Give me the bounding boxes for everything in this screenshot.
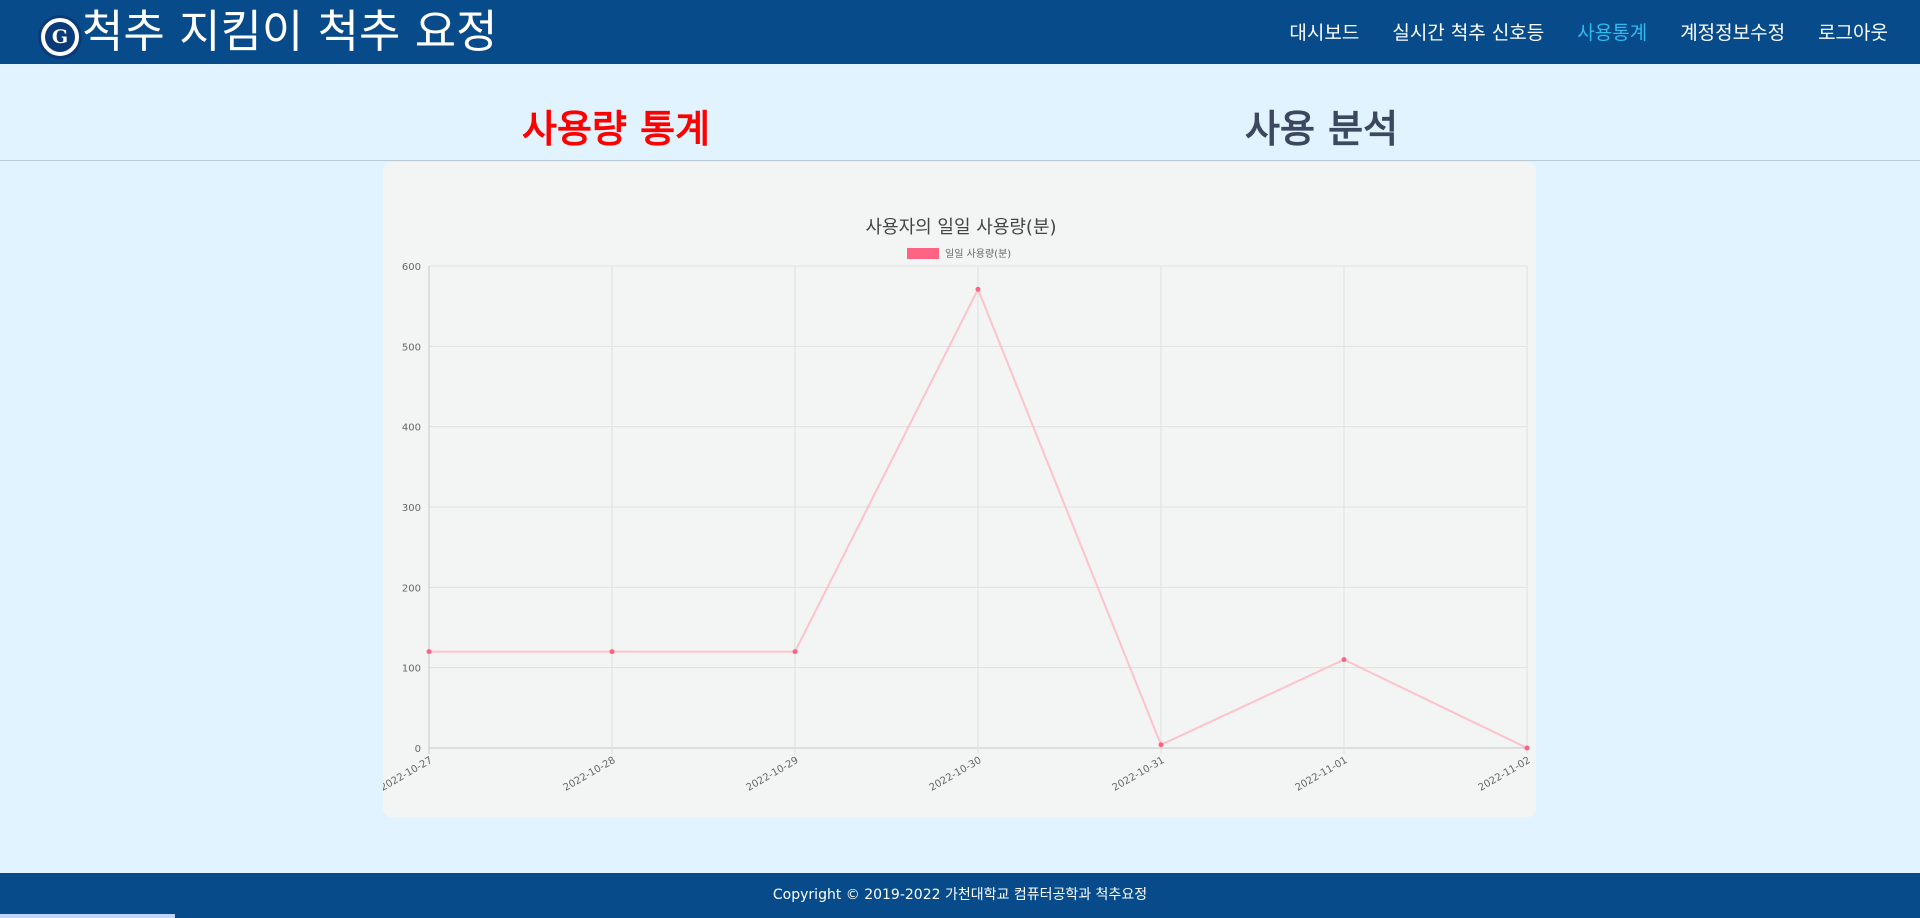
nav-realtime-spine-signal[interactable]: 실시간 척추 신호등 <box>1392 21 1545 44</box>
scrollbar-strip <box>0 914 175 918</box>
data-point <box>1524 745 1530 751</box>
chart-grid <box>428 265 1528 754</box>
footer-copyright: Copyright © 2019-2022 가천대학교 컴퓨터공학과 척추요정 <box>772 887 1148 903</box>
chart-series <box>426 286 1530 751</box>
y-tick-label: 0 <box>415 744 421 755</box>
logo-letter: G <box>45 22 75 52</box>
daily-usage-chart: 사용자의 일일 사용량(분) 일일 사용량(분) 0 100 200 300 400 50… <box>383 217 1533 794</box>
legend-label: 일일 사용량(분) <box>945 248 1011 260</box>
data-point <box>1158 742 1164 748</box>
y-tick-label: 300 <box>402 503 421 514</box>
data-point <box>792 649 798 655</box>
y-tick-label: 400 <box>402 423 421 434</box>
y-tick-label: 100 <box>402 664 421 675</box>
app-title[interactable]: 척추 지킴이 척추 요정 <box>82 5 498 58</box>
legend-swatch <box>907 248 939 259</box>
nav-account-edit[interactable]: 계정정보수정 <box>1680 21 1786 44</box>
x-tick-label: 2022-10-28 <box>562 755 618 794</box>
footer: Copyright © 2019-2022 가천대학교 컴퓨터공학과 척추요정 <box>0 873 1920 918</box>
nav-logout[interactable]: 로그아웃 <box>1818 21 1888 44</box>
chart-card: 사용자의 일일 사용량(분) 일일 사용량(분) 0 100 200 300 400 50… <box>383 162 1536 817</box>
nav-dashboard[interactable]: 대시보드 <box>1289 21 1360 44</box>
stats-tabs: 사용량 통계 사용 분석 <box>0 64 1920 161</box>
nav-usage-stats[interactable]: 사용통계 <box>1577 21 1648 44</box>
x-tick-label: 2022-10-30 <box>928 755 984 794</box>
x-tick-label: 2022-10-29 <box>745 755 801 794</box>
x-tick-label: 2022-10-31 <box>1111 755 1167 794</box>
data-point <box>426 649 432 655</box>
tab-usage-analysis[interactable]: 사용 분석 <box>1245 107 1399 151</box>
y-tick-label: 200 <box>402 583 421 594</box>
chart-title: 사용자의 일일 사용량(분) <box>865 217 1056 238</box>
x-tick-label: 2022-11-01 <box>1294 755 1350 794</box>
y-tick-label: 600 <box>402 262 421 273</box>
data-point <box>609 649 615 655</box>
main-nav: 대시보드 실시간 척추 신호등 사용통계 계정정보수정 로그아웃 <box>1289 0 1888 62</box>
university-logo-icon[interactable]: G <box>38 15 82 59</box>
x-tick-label: 2022-10-27 <box>383 755 435 794</box>
data-point <box>975 286 981 292</box>
chart-axes: 0 100 200 300 400 500 600 2022-10-27 2022-10-28 2… <box>383 262 1533 794</box>
tab-usage-stats[interactable]: 사용량 통계 <box>522 107 711 151</box>
top-navbar: G 척추 지킴이 척추 요정 대시보드 실시간 척추 신호등 사용통계 계정정보… <box>0 0 1920 64</box>
data-point <box>1341 657 1347 663</box>
y-tick-label: 500 <box>402 342 421 353</box>
x-tick-label: 2022-11-02 <box>1477 755 1533 794</box>
